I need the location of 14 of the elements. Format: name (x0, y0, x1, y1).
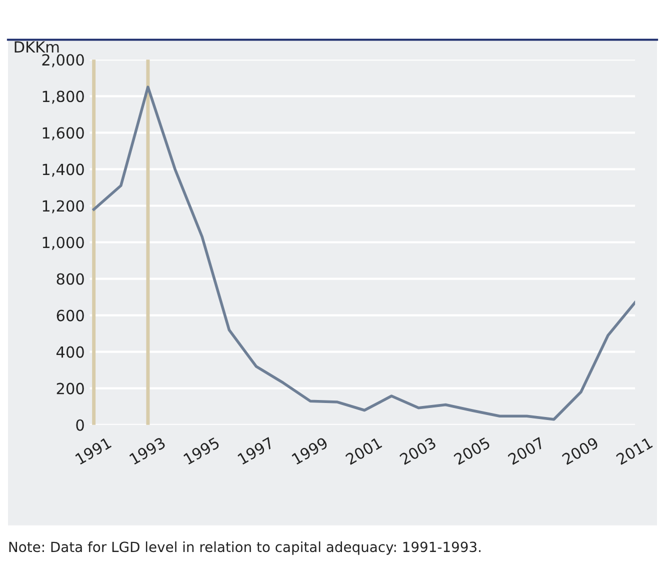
y-tick-label: 1,600 (42, 127, 84, 140)
y-tick-label: 800 (56, 273, 84, 285)
text: Note: Data for LGD level in relation to capital adequacy: 1991-1993. (9, 541, 480, 555)
y-tick-label: 400 (56, 346, 84, 358)
y-tick-label: 600 (56, 310, 84, 322)
y-axis-title: DKKm (14, 41, 59, 52)
y-tick-label: 1,800 (42, 90, 84, 104)
y-tick-label: 1,400 (42, 164, 84, 177)
y-tick-label: 0 (76, 419, 84, 431)
y-tick-label: 1,200 (42, 200, 84, 214)
line-series (92, 86, 636, 421)
y-tick-label: 200 (56, 382, 84, 394)
y-tick-label: 1,000 (42, 236, 84, 250)
y-tick-label: 2,000 (42, 54, 84, 68)
